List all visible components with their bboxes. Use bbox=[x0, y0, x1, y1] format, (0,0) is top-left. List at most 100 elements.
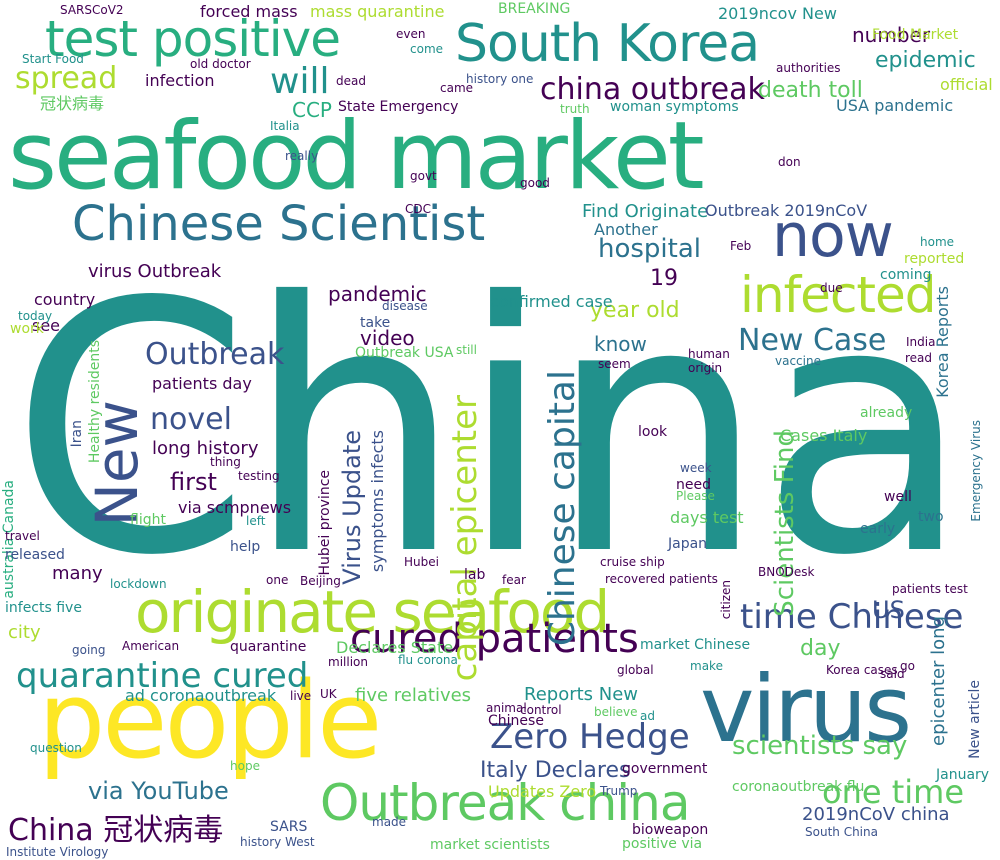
cloud-word: will bbox=[270, 61, 330, 102]
cloud-word: India bbox=[906, 335, 936, 349]
cloud-word: reported bbox=[904, 251, 965, 267]
cloud-word: Institute Virology bbox=[6, 845, 109, 859]
cloud-word: Reports New bbox=[524, 684, 639, 705]
cloud-word: confirmed case bbox=[490, 292, 613, 311]
cloud-word: virus Outbreak bbox=[88, 261, 222, 282]
cloud-word: said bbox=[880, 667, 905, 681]
cloud-word: read bbox=[905, 351, 933, 365]
cloud-word: released bbox=[5, 547, 65, 563]
cloud-word: South Korea bbox=[455, 14, 760, 74]
cloud-word: 冠状病毒 bbox=[40, 94, 105, 113]
cloud-word: well bbox=[884, 489, 912, 505]
cloud-word: symptoms infects bbox=[368, 430, 387, 573]
cloud-word: help bbox=[230, 539, 261, 555]
cloud-word: global bbox=[617, 663, 654, 677]
cloud-word: coronaoutbreak flu bbox=[732, 779, 865, 795]
cloud-word: cured patients bbox=[350, 616, 639, 662]
cloud-word: go bbox=[900, 659, 915, 673]
cloud-word: really bbox=[285, 149, 319, 163]
cloud-word: Chinese capital bbox=[542, 370, 583, 647]
cloud-word: Korea Reports bbox=[933, 286, 952, 398]
cloud-word: Please bbox=[676, 489, 715, 503]
cloud-word: Virus Update bbox=[338, 430, 366, 585]
cloud-word: testing bbox=[238, 469, 280, 483]
cloud-word: Beijing bbox=[300, 574, 341, 588]
cloud-word: Another bbox=[594, 220, 658, 239]
cloud-word: number bbox=[852, 23, 931, 47]
cloud-word: first bbox=[170, 468, 217, 496]
cloud-word: need bbox=[676, 477, 711, 493]
cloud-word: truth bbox=[560, 102, 590, 116]
cloud-word: infection bbox=[145, 71, 215, 90]
cloud-word: history one bbox=[466, 72, 534, 86]
cloud-word: Zero Hedge bbox=[490, 717, 690, 757]
cloud-word: left bbox=[246, 514, 266, 528]
cloud-word: Healthy residents bbox=[87, 340, 103, 464]
cloud-word: human bbox=[688, 347, 730, 361]
cloud-word: Japan bbox=[668, 536, 708, 552]
cloud-word: due bbox=[820, 281, 843, 295]
cloud-word: good bbox=[520, 176, 550, 190]
cloud-word: quarantine cured bbox=[16, 656, 309, 696]
cloud-word: American bbox=[122, 639, 180, 653]
cloud-word: many bbox=[52, 563, 103, 584]
cloud-word: seafood market bbox=[8, 102, 705, 211]
cloud-word: Updates Zero bbox=[488, 782, 597, 801]
cloud-word: test positive bbox=[45, 10, 341, 68]
cloud-word: make bbox=[690, 659, 723, 673]
cloud-word: quarantine bbox=[230, 639, 307, 655]
cloud-word: infected bbox=[740, 266, 937, 324]
cloud-word: ad bbox=[640, 709, 655, 723]
cloud-word: CCP bbox=[292, 98, 332, 122]
cloud-word: January bbox=[936, 767, 990, 783]
cloud-word: vaccine bbox=[775, 354, 821, 368]
cloud-word: hospital bbox=[598, 234, 702, 264]
cloud-word: cruise ship bbox=[600, 555, 665, 569]
cloud-word: city bbox=[8, 622, 41, 643]
cloud-word: thing bbox=[210, 455, 241, 469]
cloud-word: SARSCoV2 bbox=[60, 3, 124, 17]
cloud-word: see bbox=[32, 316, 61, 335]
cloud-word: Hubei province bbox=[317, 470, 333, 576]
cloud-word: Chinese Scientist bbox=[72, 196, 486, 252]
cloud-word: Italy Declares bbox=[480, 758, 631, 783]
cloud-word: week bbox=[680, 461, 712, 475]
cloud-word: long history bbox=[152, 438, 259, 459]
cloud-word: US bbox=[872, 596, 905, 624]
cloud-word: came bbox=[440, 81, 474, 95]
cloud-word: china outbreak bbox=[540, 72, 765, 107]
cloud-word: Scientists Find bbox=[770, 430, 800, 617]
cloud-word: million bbox=[328, 655, 368, 669]
cloud-word: China 冠状病毒 bbox=[8, 813, 224, 848]
cloud-word: days test bbox=[670, 508, 744, 527]
cloud-word: fear bbox=[502, 573, 526, 587]
cloud-word: positive via bbox=[622, 836, 703, 852]
cloud-word: South China bbox=[805, 825, 878, 839]
cloud-word: two bbox=[918, 509, 944, 525]
cloud-word: New article bbox=[967, 680, 983, 759]
cloud-word: one time bbox=[822, 773, 965, 811]
cloud-word: BNODesk bbox=[758, 565, 815, 579]
cloud-word: travel bbox=[5, 529, 40, 543]
cloud-word: recovered patients bbox=[605, 572, 718, 586]
cloud-word: scientists say bbox=[732, 731, 908, 761]
cloud-word: control bbox=[520, 703, 562, 717]
cloud-word: Trump bbox=[600, 784, 638, 798]
cloud-word: via YouTube bbox=[88, 777, 229, 805]
cloud-word: even bbox=[396, 27, 426, 41]
cloud-word: question bbox=[30, 741, 82, 755]
cloud-word: govt bbox=[410, 169, 437, 183]
cloud-word: Outbreak 2019nCoV bbox=[705, 201, 868, 220]
cloud-word: CDC bbox=[405, 202, 431, 216]
cloud-word: Hubei bbox=[404, 555, 439, 569]
cloud-word: look bbox=[638, 424, 668, 440]
cloud-word: Korea cases bbox=[826, 663, 898, 677]
cloud-word: UK bbox=[320, 687, 337, 701]
cloud-word: Emergency Virus bbox=[969, 420, 983, 522]
cloud-word: epicenter long bbox=[928, 616, 949, 746]
cloud-word: animal bbox=[486, 701, 527, 715]
cloud-word: now bbox=[772, 201, 894, 271]
cloud-word: China bbox=[10, 230, 971, 631]
cloud-word: five relatives bbox=[355, 685, 472, 706]
